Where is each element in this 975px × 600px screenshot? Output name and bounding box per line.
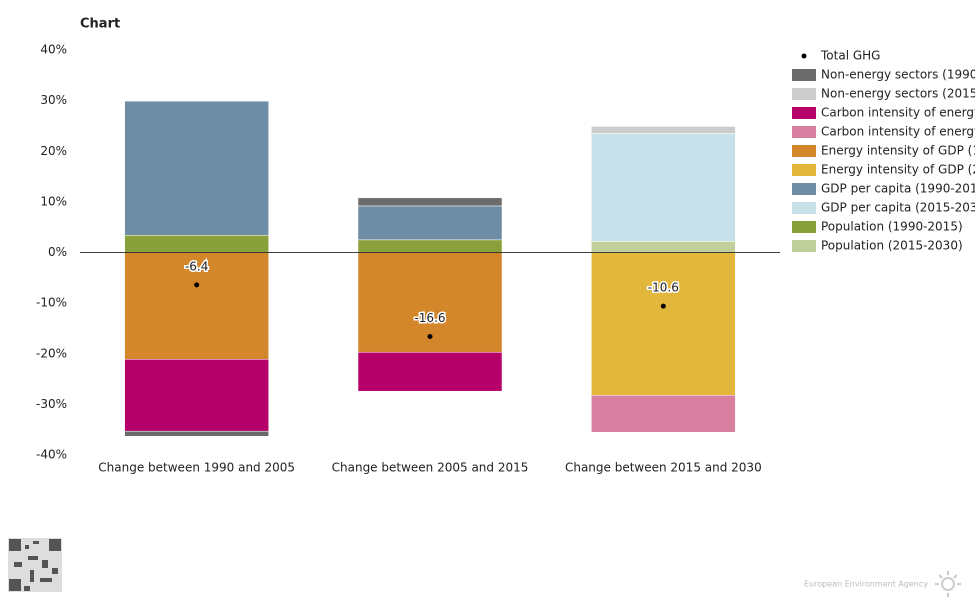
- legend-label: Non-energy sectors (2015-2030): [821, 87, 975, 101]
- legend-swatch: [792, 126, 816, 138]
- bar-segment: [124, 359, 269, 432]
- bar-segment: [357, 239, 503, 253]
- y-tick-label: 40%: [40, 43, 67, 57]
- legend-swatch: [792, 69, 816, 81]
- value-label: -10.6: [648, 281, 679, 295]
- y-tick-label: -20%: [36, 346, 67, 360]
- y-tick-label: -40%: [36, 448, 67, 462]
- bar-segment: [591, 133, 736, 242]
- bar-segment: [591, 395, 736, 433]
- x-tick-label: Change between 2015 and 2030: [565, 461, 762, 475]
- legend-swatch: [792, 107, 816, 119]
- bar-segment: [124, 430, 269, 437]
- bar-segment: [591, 241, 736, 253]
- total-point: [194, 282, 200, 288]
- legend-swatch: [792, 164, 816, 176]
- legend-label: GDP per capita (1990-2015): [821, 182, 975, 196]
- bar-segment: [357, 205, 503, 241]
- legend-label: Population (2015-2030): [821, 239, 963, 253]
- legend-swatch: [792, 202, 816, 214]
- bar-segment: [591, 126, 736, 134]
- value-label: -6.4: [185, 259, 208, 273]
- y-tick-label: 10%: [40, 194, 67, 208]
- legend-swatch: [792, 145, 816, 157]
- y-tick-label: 30%: [40, 93, 67, 107]
- y-tick-label: 0%: [48, 245, 67, 259]
- x-tick-label: Change between 2005 and 2015: [332, 461, 529, 475]
- bar-segment: [357, 351, 503, 392]
- legend-label: Energy intensity of GDP (1990-2015): [821, 144, 975, 158]
- legend-label: GDP per capita (2015-2030): [821, 201, 975, 215]
- bar-segment: [124, 100, 269, 236]
- footer: European Environment Agency: [804, 580, 928, 589]
- legend-swatch: [792, 183, 816, 195]
- legend-label: Energy intensity of GDP (2015-2030): [821, 163, 975, 177]
- y-tick-label: -30%: [36, 397, 67, 411]
- y-tick-label: -10%: [36, 296, 67, 310]
- legend-label: Carbon intensity of energy (2015-2030): [821, 125, 975, 139]
- legend-label: Population (1990-2015): [821, 220, 963, 234]
- legend-label: Carbon intensity of energy (1990-2015): [821, 106, 975, 120]
- legend-label: Total GHG: [820, 49, 880, 63]
- legend-marker: [801, 53, 807, 59]
- legend-swatch: [792, 240, 816, 252]
- bar-segment: [591, 252, 736, 396]
- x-tick-label: Change between 1990 and 2005: [98, 461, 295, 475]
- y-tick-label: 20%: [40, 144, 67, 158]
- qr-code: [8, 538, 62, 592]
- legend-swatch: [792, 88, 816, 100]
- bar-segment: [124, 235, 269, 253]
- logo: [935, 571, 961, 597]
- value-label: -16.6: [414, 311, 445, 325]
- total-point: [427, 334, 433, 340]
- legend-swatch: [792, 221, 816, 233]
- bar-segment: [357, 197, 503, 207]
- chart-title: Chart: [80, 17, 120, 32]
- legend-label: Non-energy sectors (1990-2015): [821, 68, 975, 82]
- total-point: [660, 303, 666, 309]
